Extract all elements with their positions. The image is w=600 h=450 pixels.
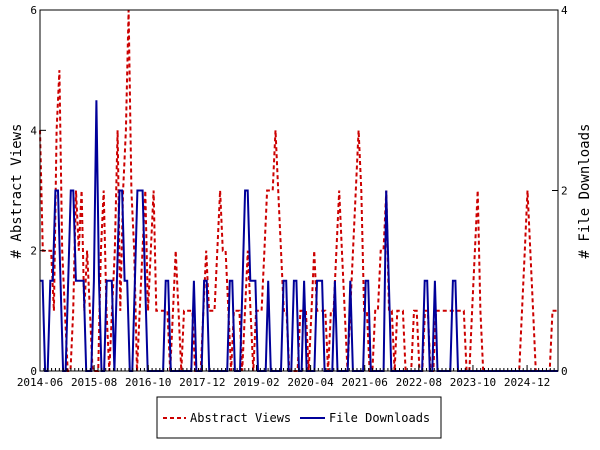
- x-tick-label: 2017-12: [179, 376, 225, 389]
- legend-box: [156, 396, 442, 439]
- y-left-tick-label: 2: [30, 245, 37, 258]
- x-tick-label: 2014-06: [17, 376, 63, 389]
- y-right-tick-label: 2: [561, 185, 568, 198]
- x-tick-label: 2016-10: [125, 376, 171, 389]
- y-left-tick-label: 0: [30, 365, 37, 378]
- x-tick-label: 2022-08: [396, 376, 442, 389]
- plot-background: [40, 10, 558, 371]
- plot-area: [40, 10, 558, 371]
- x-tick-label: 2021-06: [342, 376, 388, 389]
- x-tick-label: 2019-02: [233, 376, 279, 389]
- axes: [39, 9, 559, 372]
- x-tick-label: 2023-10: [450, 376, 496, 389]
- x-tick-label: 2015-08: [71, 376, 117, 389]
- y-right-axis-title: # File Downloads: [577, 124, 593, 259]
- y-left-tick-label: 6: [30, 4, 37, 17]
- series-line-abstract-views: [39, 9, 558, 372]
- y-left-tick-label: 4: [30, 124, 37, 137]
- tick-labels: 2014-06 2015-08 2016-10 2017-12 2019-02 2020-…: [17, 4, 568, 389]
- x-tick-label: 2024-12: [504, 376, 550, 389]
- legend: Abstract Views File Downloads: [156, 396, 442, 439]
- x-tick-label: 2020-04: [287, 376, 334, 389]
- legend-label-file-downloads: File Downloads: [329, 411, 430, 425]
- y-left-axis-title: # Abstract Views: [9, 124, 25, 259]
- legend-label-abstract-views: Abstract Views: [190, 411, 291, 425]
- y-right-tick-label: 4: [561, 4, 568, 17]
- y-right-tick-label: 0: [561, 365, 568, 378]
